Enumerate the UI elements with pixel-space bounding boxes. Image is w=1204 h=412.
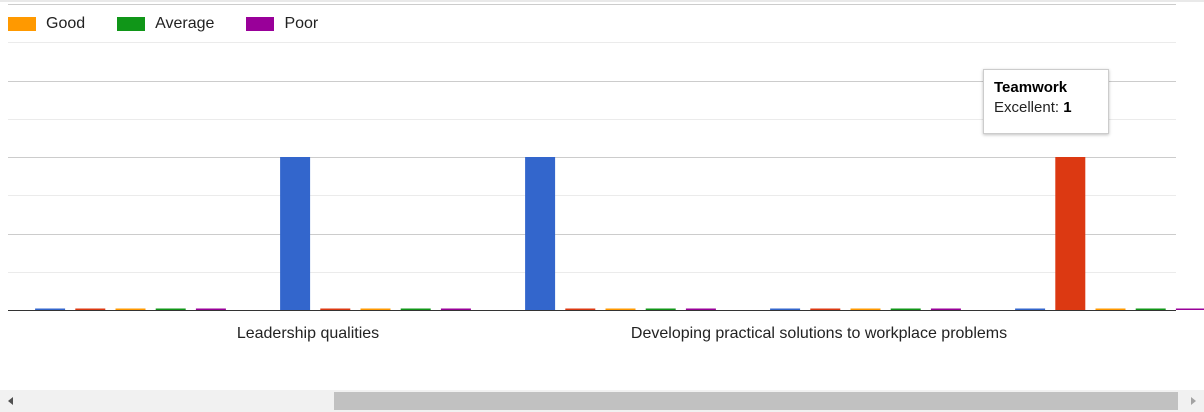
tooltip: Teamwork Excellent: 1: [983, 69, 1109, 134]
bar-poor-4[interactable]: [1175, 308, 1204, 311]
legend-label-poor: Poor: [284, 15, 319, 32]
bar-good-1[interactable]: [360, 308, 391, 311]
bar-good-2[interactable]: [605, 308, 636, 311]
tooltip-title: Teamwork: [994, 79, 1068, 96]
legend-swatch-good: [8, 17, 36, 31]
bar-average-3[interactable]: [890, 308, 921, 311]
legend: Good Average Poor: [8, 13, 350, 35]
bar-series-1-2[interactable]: [565, 308, 596, 311]
triangle-right-icon: [1191, 397, 1196, 405]
bar-average-0[interactable]: [155, 308, 186, 311]
x-tick-label: Developing practical solutions to workpl…: [631, 325, 1007, 342]
bar-good-3[interactable]: [850, 308, 881, 311]
scrollbar-thumb[interactable]: [334, 392, 1178, 410]
bar-average-4[interactable]: [1135, 308, 1166, 311]
legend-item-good[interactable]: Good: [8, 15, 85, 33]
horizontal-scrollbar[interactable]: [0, 390, 1204, 412]
bar-series-1-4[interactable]: [1055, 157, 1086, 310]
scroll-right-button[interactable]: [1182, 390, 1204, 412]
legend-swatch-poor: [246, 17, 275, 31]
bar-excellent-2[interactable]: [525, 157, 556, 310]
bar-series-1-1[interactable]: [320, 308, 351, 311]
legend-item-poor[interactable]: Poor: [246, 15, 318, 33]
bar-series-1-0[interactable]: [75, 308, 106, 311]
tooltip-value: 1: [1063, 99, 1072, 116]
gridlines: [8, 4, 1176, 273]
bar-excellent-4[interactable]: [1015, 308, 1046, 311]
x-tick-label: Leadership qualities: [237, 325, 379, 342]
bar-poor-2[interactable]: [685, 308, 716, 311]
legend-item-average[interactable]: Average: [117, 15, 214, 33]
top-divider: [0, 0, 1204, 2]
legend-label-good: Good: [46, 15, 86, 32]
tooltip-series-label: Excellent:: [994, 99, 1060, 116]
bars: [35, 157, 1204, 310]
legend-swatch-average: [117, 17, 146, 31]
bar-average-2[interactable]: [645, 308, 676, 311]
legend-label-average: Average: [155, 15, 215, 32]
triangle-left-icon: [8, 397, 13, 405]
bar-series-1-3[interactable]: [810, 308, 841, 311]
bar-poor-1[interactable]: [440, 308, 471, 311]
bar-good-4[interactable]: [1095, 308, 1126, 311]
x-axis-labels: Leadership qualities Developing practical…: [237, 325, 1007, 342]
bar-poor-0[interactable]: [195, 308, 226, 311]
bar-excellent-0[interactable]: [35, 308, 66, 311]
bar-good-0[interactable]: [115, 308, 146, 311]
bar-poor-3[interactable]: [930, 308, 961, 311]
scroll-left-button[interactable]: [0, 390, 22, 412]
bar-average-1[interactable]: [400, 308, 431, 311]
bar-excellent-1[interactable]: [280, 157, 311, 310]
bar-excellent-3[interactable]: [770, 308, 801, 311]
chart-plot: Leadership qualities Developing practical…: [8, 4, 1204, 342]
tooltip-value-line: Excellent: 1: [994, 98, 1098, 118]
